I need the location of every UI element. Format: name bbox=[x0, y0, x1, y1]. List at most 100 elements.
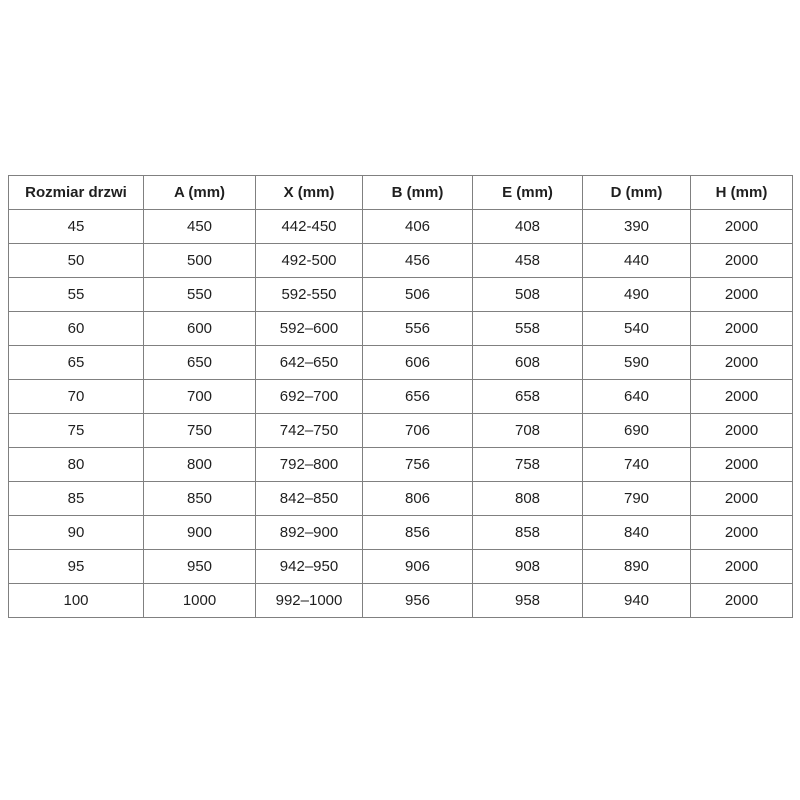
table-cell: 792–800 bbox=[255, 447, 363, 482]
table-cell: 658 bbox=[472, 379, 583, 414]
column-header: D (mm) bbox=[582, 175, 691, 210]
table-cell: 758 bbox=[472, 447, 583, 482]
table-cell: 656 bbox=[362, 379, 473, 414]
table-cell: 856 bbox=[362, 515, 473, 550]
table-cell: 592–600 bbox=[255, 311, 363, 346]
table-cell: 640 bbox=[582, 379, 691, 414]
table-cell: 800 bbox=[143, 447, 256, 482]
table-cell: 2000 bbox=[690, 583, 793, 618]
table-cell: 458 bbox=[472, 243, 583, 278]
table-cell: 890 bbox=[582, 549, 691, 584]
table-body: 45 450 442-450 406 408 390 2000 50 500 492-500 456… bbox=[8, 209, 793, 618]
table-cell: 742–750 bbox=[255, 413, 363, 448]
table-cell: 70 bbox=[8, 379, 144, 414]
table-cell: 2000 bbox=[690, 209, 793, 244]
table-cell: 45 bbox=[8, 209, 144, 244]
table-cell: 690 bbox=[582, 413, 691, 448]
table-row: 45 450 442-450 406 408 390 2000 bbox=[8, 209, 793, 244]
table-cell: 65 bbox=[8, 345, 144, 380]
table-cell: 440 bbox=[582, 243, 691, 278]
table-cell: 808 bbox=[472, 481, 583, 516]
table-cell: 950 bbox=[143, 549, 256, 584]
table-cell: 95 bbox=[8, 549, 144, 584]
table-row: 65 650 642–650 606 608 590 2000 bbox=[8, 345, 793, 380]
table-cell: 650 bbox=[143, 345, 256, 380]
table-cell: 592-550 bbox=[255, 277, 363, 312]
header-row: Rozmiar drzwi A (mm) X (mm) B (mm) E (mm) D (… bbox=[8, 175, 793, 210]
table-cell: 892–900 bbox=[255, 515, 363, 550]
table-cell: 408 bbox=[472, 209, 583, 244]
table-cell: 2000 bbox=[690, 447, 793, 482]
table-cell: 850 bbox=[143, 481, 256, 516]
table-cell: 992–1000 bbox=[255, 583, 363, 618]
table-cell: 958 bbox=[472, 583, 583, 618]
table-cell: 708 bbox=[472, 413, 583, 448]
table-cell: 558 bbox=[472, 311, 583, 346]
table-row: 90 900 892–900 856 858 840 2000 bbox=[8, 515, 793, 550]
table-cell: 692–700 bbox=[255, 379, 363, 414]
table-cell: 550 bbox=[143, 277, 256, 312]
table-cell: 90 bbox=[8, 515, 144, 550]
table-cell: 840 bbox=[582, 515, 691, 550]
door-sizes-table: Rozmiar drzwi A (mm) X (mm) B (mm) E (mm) D (… bbox=[8, 175, 793, 618]
table-cell: 2000 bbox=[690, 243, 793, 278]
table-cell: 490 bbox=[582, 277, 691, 312]
table-cell: 940 bbox=[582, 583, 691, 618]
table-row: 70 700 692–700 656 658 640 2000 bbox=[8, 379, 793, 414]
table-cell: 506 bbox=[362, 277, 473, 312]
column-header: Rozmiar drzwi bbox=[8, 175, 144, 210]
table-cell: 706 bbox=[362, 413, 473, 448]
table-header: Rozmiar drzwi A (mm) X (mm) B (mm) E (mm) D (… bbox=[8, 175, 793, 210]
table-cell: 750 bbox=[143, 413, 256, 448]
table-cell: 2000 bbox=[690, 481, 793, 516]
table-cell: 608 bbox=[472, 345, 583, 380]
table-cell: 2000 bbox=[690, 277, 793, 312]
table-cell: 700 bbox=[143, 379, 256, 414]
table-cell: 956 bbox=[362, 583, 473, 618]
table-cell: 500 bbox=[143, 243, 256, 278]
table-cell: 80 bbox=[8, 447, 144, 482]
table-cell: 606 bbox=[362, 345, 473, 380]
table-cell: 1000 bbox=[143, 583, 256, 618]
table-row: 85 850 842–850 806 808 790 2000 bbox=[8, 481, 793, 516]
table-cell: 790 bbox=[582, 481, 691, 516]
table-cell: 456 bbox=[362, 243, 473, 278]
table-row: 75 750 742–750 706 708 690 2000 bbox=[8, 413, 793, 448]
table-cell: 556 bbox=[362, 311, 473, 346]
column-header: H (mm) bbox=[690, 175, 793, 210]
table-row: 50 500 492-500 456 458 440 2000 bbox=[8, 243, 793, 278]
table-cell: 740 bbox=[582, 447, 691, 482]
table-cell: 2000 bbox=[690, 515, 793, 550]
table-row: 95 950 942–950 906 908 890 2000 bbox=[8, 549, 793, 584]
table-cell: 908 bbox=[472, 549, 583, 584]
table-cell: 75 bbox=[8, 413, 144, 448]
table-cell: 55 bbox=[8, 277, 144, 312]
table-cell: 590 bbox=[582, 345, 691, 380]
table-cell: 858 bbox=[472, 515, 583, 550]
table-cell: 756 bbox=[362, 447, 473, 482]
table-cell: 906 bbox=[362, 549, 473, 584]
table-cell: 2000 bbox=[690, 413, 793, 448]
table-cell: 942–950 bbox=[255, 549, 363, 584]
table-cell: 406 bbox=[362, 209, 473, 244]
table-cell: 900 bbox=[143, 515, 256, 550]
table-cell: 540 bbox=[582, 311, 691, 346]
table-cell: 85 bbox=[8, 481, 144, 516]
column-header: X (mm) bbox=[255, 175, 363, 210]
table-row: 80 800 792–800 756 758 740 2000 bbox=[8, 447, 793, 482]
table-cell: 60 bbox=[8, 311, 144, 346]
table-cell: 508 bbox=[472, 277, 583, 312]
table-cell: 600 bbox=[143, 311, 256, 346]
table-cell: 2000 bbox=[690, 311, 793, 346]
table-cell: 806 bbox=[362, 481, 473, 516]
column-header: A (mm) bbox=[143, 175, 256, 210]
table-cell: 50 bbox=[8, 243, 144, 278]
column-header: E (mm) bbox=[472, 175, 583, 210]
table-row: 60 600 592–600 556 558 540 2000 bbox=[8, 311, 793, 346]
table-cell: 390 bbox=[582, 209, 691, 244]
table-cell: 642–650 bbox=[255, 345, 363, 380]
table-cell: 100 bbox=[8, 583, 144, 618]
table-cell: 2000 bbox=[690, 379, 793, 414]
table-cell: 492-500 bbox=[255, 243, 363, 278]
